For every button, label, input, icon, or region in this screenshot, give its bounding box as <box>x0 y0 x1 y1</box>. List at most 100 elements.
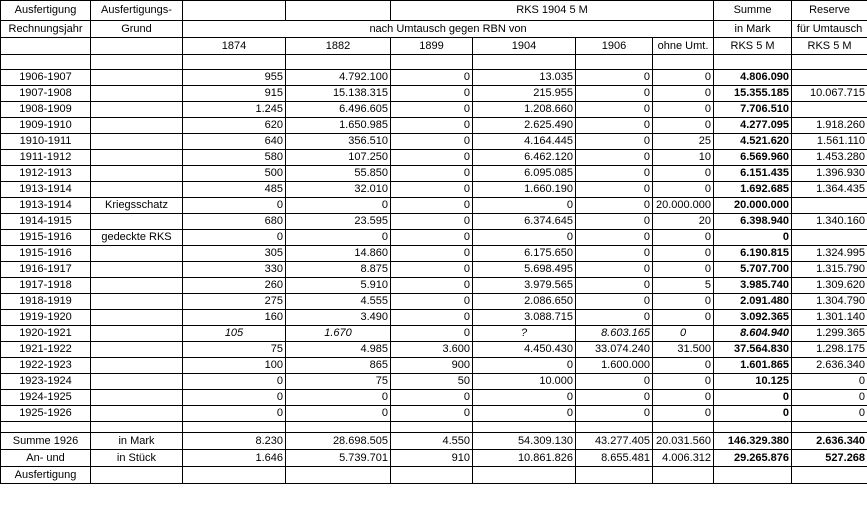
value-cell-ohne-umtausch: 10 <box>651 149 715 166</box>
reserve-cell: 2.636.340 <box>791 357 867 374</box>
summe-cell: 3.092.365 <box>713 309 793 326</box>
grund-cell <box>90 277 183 294</box>
grund-cell: Kriegsschatz <box>90 197 183 214</box>
summe-cell: 1.692.685 <box>713 181 793 198</box>
value-cell-1906: 33.074.240 <box>575 341 653 358</box>
header-in-mark-label: in Mark <box>713 20 793 38</box>
value-cell-ohne-umtausch: 0 <box>651 101 715 118</box>
header-fuer-umtausch-label: für Umtausch <box>791 20 867 38</box>
value-cell-1882: 4.555 <box>285 293 391 310</box>
value-cell-ohne-umtausch: 25 <box>651 133 715 150</box>
value-cell-1899: 0 <box>390 229 473 246</box>
value-cell-1904: 2.625.490 <box>472 117 576 134</box>
value-cell-1906: 0 <box>575 293 653 310</box>
rechnungsjahr-cell: 1906-1907 <box>0 69 91 86</box>
summe-cell: 5.707.700 <box>713 261 793 278</box>
value-cell-1899: 0 <box>390 261 473 278</box>
value-cell-ohne-umtausch: 0 <box>651 357 715 374</box>
value-cell-1874: 160 <box>182 309 286 326</box>
value-cell-1882: 4.985 <box>285 341 391 358</box>
reserve-cell: 1.315.790 <box>791 261 867 278</box>
empty-cell <box>791 421 867 433</box>
value-cell-1899: 0 <box>390 325 473 342</box>
reserve-cell: 1.340.160 <box>791 213 867 230</box>
value-cell-1899: 0 <box>390 309 473 326</box>
value-cell-1874: 100 <box>182 357 286 374</box>
value-cell-1874: 75 <box>182 341 286 358</box>
value-cell-1882: 6.496.605 <box>285 101 391 118</box>
value-cell-1899: 0 <box>390 133 473 150</box>
value-cell-1906: 0 <box>575 149 653 166</box>
empty-cell <box>651 466 715 484</box>
value-cell-1882: 1.670 <box>285 325 391 342</box>
summary-unit-mark: in Mark <box>90 432 183 450</box>
reserve-cell: 0 <box>791 405 867 422</box>
empty-cell <box>651 421 715 433</box>
summary-row-mark: Summe 1926 in Mark 8.230 28.698.505 4.55… <box>0 432 867 450</box>
rechnungsjahr-cell: 1911-1912 <box>0 149 91 166</box>
grund-cell: gedeckte RKS <box>90 229 183 246</box>
value-cell-1904: 6.374.645 <box>472 213 576 230</box>
value-cell-ohne-umtausch: 0 <box>651 85 715 102</box>
value-cell-1904: 10.000 <box>472 373 576 390</box>
grund-cell <box>90 133 183 150</box>
value-cell-1906: 1.600.000 <box>575 357 653 374</box>
summary-label-line3: Ausfertigung <box>0 466 91 484</box>
header-rks-title: RKS 1904 5 M <box>389 0 715 21</box>
value-cell-1882: 14.860 <box>285 245 391 262</box>
table-row: 1913-1914 Kriegsschatz 0 0 0 0 0 20.000.… <box>0 197 867 214</box>
rechnungsjahr-cell: 1918-1919 <box>0 293 91 310</box>
reserve-cell <box>791 101 867 118</box>
value-cell-ohne-umtausch: 0 <box>651 229 715 246</box>
value-cell-ohne-umtausch: 0 <box>651 373 715 390</box>
grund-cell <box>90 405 183 422</box>
summe-cell: 6.569.960 <box>713 149 793 166</box>
table-row: 1906-1907 955 4.792.100 0 13.035 0 0 4.8… <box>0 69 867 86</box>
value-cell-1906: 0 <box>575 245 653 262</box>
table-row: 1919-1920 160 3.490 0 3.088.715 0 0 3.09… <box>0 309 867 326</box>
empty-cell <box>285 421 391 433</box>
header-reserve-label: Reserve <box>791 0 867 21</box>
rechnungsjahr-cell: 1909-1910 <box>0 117 91 134</box>
table-row: 1917-1918 260 5.910 0 3.979.565 0 5 3.98… <box>0 277 867 294</box>
value-cell-ohne-umtausch: 0 <box>651 117 715 134</box>
rechnungsjahr-cell: 1921-1922 <box>0 341 91 358</box>
value-cell-1882: 0 <box>285 197 391 214</box>
value-cell-ohne-umtausch: 0 <box>651 181 715 198</box>
summe-cell: 6.151.435 <box>713 165 793 182</box>
rechnungsjahr-cell: 1914-1915 <box>0 213 91 230</box>
reserve-cell: 10.067.715 <box>791 85 867 102</box>
header-grund-label2: Grund <box>90 20 183 38</box>
table-row: 1921-1922 75 4.985 3.600 4.450.430 33.07… <box>0 341 867 358</box>
summe-cell: 0 <box>713 405 793 422</box>
rechnungsjahr-cell: 1917-1918 <box>0 277 91 294</box>
rechnungsjahr-cell: 1913-1914 <box>0 197 91 214</box>
value-cell-1904: 6.095.085 <box>472 165 576 182</box>
grund-cell <box>90 85 183 102</box>
value-cell-1899: 0 <box>390 69 473 86</box>
empty-cell <box>791 54 867 70</box>
value-cell-ohne-umtausch: 0 <box>651 69 715 86</box>
summary-stueck-ohne: 4.006.312 <box>651 449 715 467</box>
reserve-cell: 1.304.790 <box>791 293 867 310</box>
empty-cell <box>472 421 576 433</box>
header-rks5m-summe: RKS 5 M <box>713 37 793 55</box>
grund-cell <box>90 165 183 182</box>
table-row: 1910-1911 640 356.510 0 4.164.445 0 25 4… <box>0 133 867 150</box>
header-row-2: Rechnungsjahr Grund nach Umtausch gegen … <box>0 20 867 38</box>
summe-cell: 3.985.740 <box>713 277 793 294</box>
value-cell-1874: 305 <box>182 245 286 262</box>
grund-cell <box>90 325 183 342</box>
empty-cell <box>713 421 793 433</box>
value-cell-ohne-umtausch: 31.500 <box>651 341 715 358</box>
empty-cell <box>90 466 183 484</box>
summe-cell: 0 <box>713 229 793 246</box>
value-cell-1882: 0 <box>285 405 391 422</box>
value-cell-1882: 1.650.985 <box>285 117 391 134</box>
value-cell-1882: 0 <box>285 229 391 246</box>
reserve-cell <box>791 197 867 214</box>
table-row: 1915-1916 gedeckte RKS 0 0 0 0 0 0 0 <box>0 229 867 246</box>
header-year-1904: 1904 <box>472 37 576 55</box>
value-cell-1882: 23.595 <box>285 213 391 230</box>
rechnungsjahr-cell: 1923-1924 <box>0 373 91 390</box>
